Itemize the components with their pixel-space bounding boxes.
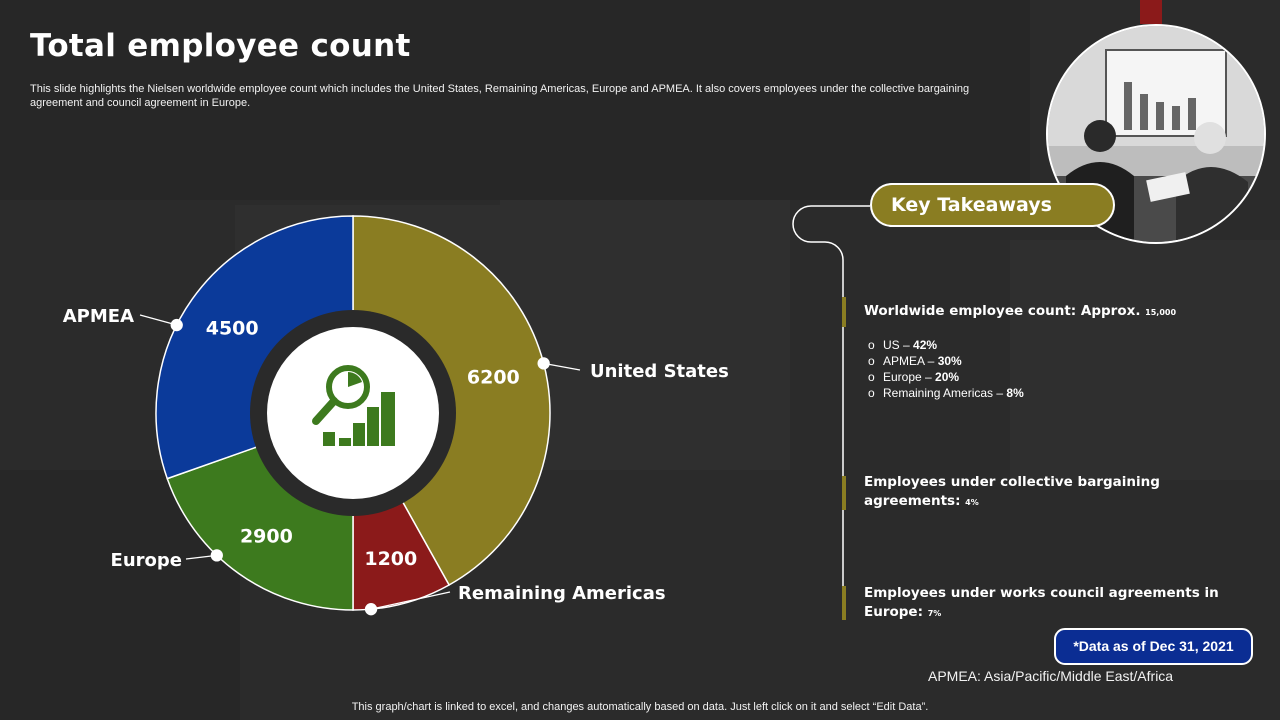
category-label-apmea: APMEA: [63, 306, 134, 327]
value-label-united-states: 6200: [467, 366, 520, 388]
list-item: o APMEA – 30%: [868, 354, 962, 368]
takeaway-worldwide-count: Worldwide employee count: Approx. 15,000: [864, 303, 1177, 319]
list-item: o Europe – 20%: [868, 370, 960, 384]
page-title: Total employee count: [30, 28, 411, 64]
takeaway-marker: [842, 586, 846, 620]
category-label-united-states: United States: [590, 361, 729, 382]
accent-tab: [1140, 0, 1162, 24]
key-takeaways-header: Key Takeaways: [870, 183, 1115, 227]
value-label-remaining-americas: 1200: [364, 548, 417, 570]
background-tile: [770, 0, 1030, 200]
page-description: This slide highlights the Nielsen worldw…: [30, 83, 970, 109]
footer-note: This graph/chart is linked to excel, and…: [351, 701, 929, 713]
value-label-apmea: 4500: [206, 318, 259, 340]
list-item: o US – 42%: [868, 338, 938, 352]
abbreviation-note: APMEA: Asia/Pacific/Middle East/Africa: [928, 668, 1174, 684]
leader-line-united-states: [543, 362, 581, 371]
takeaway-collective-bargaining: Employees under collective bargaining ag…: [864, 474, 1160, 509]
takeaways-connector: [792, 205, 870, 620]
value-label-europe: 2900: [240, 525, 293, 547]
breakdown-list: o US – 42% o APMEA – 30% o Europe – 20% o Re…: [868, 337, 1024, 401]
magnifier-chart-icon: [312, 365, 395, 446]
background-tile: [0, 0, 770, 200]
takeaway-marker: [842, 476, 846, 510]
donut-center: [267, 327, 439, 499]
leader-line-remaining-americas: [370, 591, 451, 610]
category-label-europe: Europe: [111, 550, 182, 571]
takeaway-works-council: Employees under works council agreements…: [864, 585, 1219, 620]
list-item: o Remaining Americas – 8%: [868, 386, 1024, 400]
leader-line-apmea: [139, 314, 177, 326]
leader-line-europe: [185, 554, 217, 560]
background-tile: [1010, 240, 1280, 480]
takeaway-marker: [842, 297, 846, 327]
data-date-badge[interactable]: *Data as of Dec 31, 2021: [1054, 628, 1253, 665]
category-label-remaining-americas: Remaining Americas: [458, 583, 666, 604]
